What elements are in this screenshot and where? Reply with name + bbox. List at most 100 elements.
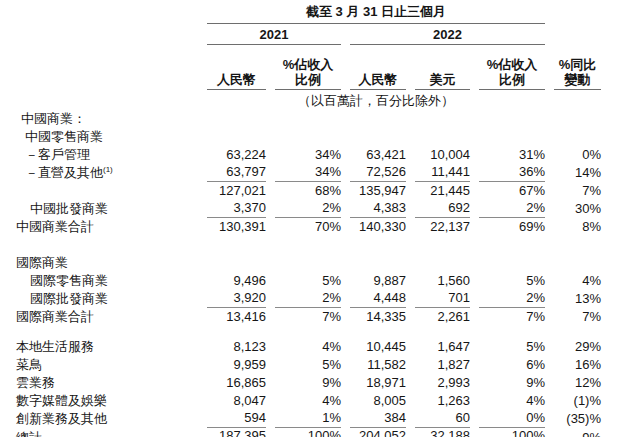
cell-2022-pct: 69% [479, 218, 545, 236]
cell-2022-pct: 6% [479, 356, 545, 374]
cell-2022-pct: 4% [479, 392, 545, 410]
header-spacer [9, 90, 198, 110]
cell-2022-pct: 100% [479, 428, 545, 437]
cell-2022-pct [479, 254, 545, 272]
spacer-cell [9, 326, 601, 338]
cell-2022-rmb [350, 110, 406, 128]
header-spacer [554, 90, 601, 110]
cell-yoy: 13% [554, 290, 601, 308]
col-header-usd-2022: 美元 [415, 45, 470, 90]
cell-2021-rmb: 63,224 [207, 146, 266, 164]
cell-2022-pct [479, 128, 545, 146]
table-row: 中國批發商業3,3702%4,3836922%30% [9, 200, 601, 218]
column-header-row: 人民幣 %佔收入 比例 人民幣 美元 %佔收入 比例 %同比 變動 [9, 45, 601, 90]
col-header-rmb-2022: 人民幣 [350, 45, 406, 90]
table-row: 中國零售商業 [9, 128, 601, 146]
header-spacer [9, 45, 198, 90]
cell-yoy [554, 128, 601, 146]
cell-2022-usd: 1,647 [415, 338, 470, 356]
cell-2021-pct: 2% [275, 200, 341, 218]
col-header-label: %佔收入 [479, 57, 545, 72]
cell-2021-pct: 70% [275, 218, 341, 236]
cell-2021-rmb: 3,920 [207, 290, 266, 308]
cell-2021-rmb [207, 110, 266, 128]
row-label: 國際商業合計 [9, 308, 198, 326]
table-row: 127,02168%135,94721,44567%7% [9, 182, 601, 200]
cell-2022-rmb [350, 254, 406, 272]
cell-2022-pct: 67% [479, 182, 545, 200]
cell-2022-usd: 701 [415, 290, 470, 308]
cell-2021-pct [275, 128, 341, 146]
year-2021-header: 2021 [207, 24, 341, 45]
cell-2021-pct: 7% [275, 308, 341, 326]
cell-yoy: 16% [554, 356, 601, 374]
cell-2021-rmb: 3,370 [207, 200, 266, 218]
cell-2021-pct: 34% [275, 146, 341, 164]
col-header-rmb-2021: 人民幣 [207, 45, 266, 90]
row-label: 國際零售商業 [9, 272, 198, 290]
cell-2021-rmb: 16,865 [207, 374, 266, 392]
cell-2021-rmb: 9,496 [207, 272, 266, 290]
cell-yoy: 0% [554, 146, 601, 164]
cell-2021-pct: 100% [275, 428, 341, 437]
cell-2021-pct: 2% [275, 290, 341, 308]
cell-2022-pct: 9% [479, 374, 545, 392]
cell-2022-rmb: 8,005 [350, 392, 406, 410]
row-label: 創新業務及其他 [9, 410, 198, 428]
row-label: －客戶管理 [9, 146, 198, 164]
col-header-label: 人民幣 [207, 72, 266, 87]
cell-2022-usd: 21,445 [415, 182, 470, 200]
row-label: 總計 [9, 428, 198, 437]
spacer-row [9, 326, 601, 338]
header-spacer [9, 24, 198, 45]
cell-2022-rmb: 14,335 [350, 308, 406, 326]
period-header-row: 截至 3 月 31 日止三個月 [9, 3, 601, 24]
cell-yoy: 4% [554, 272, 601, 290]
cell-2022-pct: 5% [479, 272, 545, 290]
period-header: 截至 3 月 31 日止三個月 [207, 3, 545, 24]
cell-yoy: 30% [554, 200, 601, 218]
cell-2021-rmb [207, 254, 266, 272]
table-header: 截至 3 月 31 日止三個月 2021 2022 人民幣 %佔收入 比例 人民… [9, 3, 601, 110]
cell-2022-usd: 32,188 [415, 428, 470, 437]
cell-2022-rmb: 4,448 [350, 290, 406, 308]
cell-2021-pct: 1% [275, 410, 341, 428]
cell-2022-pct: 2% [479, 290, 545, 308]
header-spacer [554, 3, 601, 24]
unit-note-row: （以百萬計，百分比除外） [9, 90, 601, 110]
col-header-pct-2021: %佔收入 比例 [275, 45, 341, 90]
cell-yoy [554, 110, 601, 128]
cell-2021-rmb: 130,391 [207, 218, 266, 236]
cell-2022-usd: 2,993 [415, 374, 470, 392]
col-header-label: %佔收入 [275, 57, 341, 72]
table-row: 國際零售商業9,4965%9,8871,5605%4% [9, 272, 601, 290]
cell-2021-pct: 34% [275, 164, 341, 182]
spacer-row [9, 236, 601, 254]
table-row: 本地生活服務8,1234%10,4451,6475%29% [9, 338, 601, 356]
cell-2022-usd: 2,261 [415, 308, 470, 326]
col-header-label: 比例 [275, 72, 341, 87]
cell-2022-rmb: 18,971 [350, 374, 406, 392]
cell-2022-rmb: 204,052 [350, 428, 406, 437]
cell-2021-rmb: 8,123 [207, 338, 266, 356]
cell-2022-usd: 10,004 [415, 146, 470, 164]
col-header-label: 美元 [415, 72, 470, 87]
cell-2022-usd: 692 [415, 200, 470, 218]
row-label: 數字媒體及娛樂 [9, 392, 198, 410]
table-row: 創新業務及其他5941%384600%(35)% [9, 410, 601, 428]
cell-2021-pct [275, 110, 341, 128]
cell-yoy: 7% [554, 182, 601, 200]
cell-yoy: 14% [554, 164, 601, 182]
spacer-cell [9, 236, 601, 254]
cell-yoy: (1)% [554, 392, 601, 410]
table-row: 國際商業合計13,4167%14,3352,2617%7% [9, 308, 601, 326]
cell-yoy: 8% [554, 218, 601, 236]
cell-2021-pct: 4% [275, 338, 341, 356]
table-row: －客戶管理63,22434%63,42110,00431%0% [9, 146, 601, 164]
col-header-pct-2022: %佔收入 比例 [479, 45, 545, 90]
cell-2022-rmb: 140,330 [350, 218, 406, 236]
table-row: 中國商業： [9, 110, 601, 128]
table-row: 國際批發商業3,9202%4,4487012%13% [9, 290, 601, 308]
row-label: 本地生活服務 [9, 338, 198, 356]
cell-yoy: 9% [554, 428, 601, 437]
